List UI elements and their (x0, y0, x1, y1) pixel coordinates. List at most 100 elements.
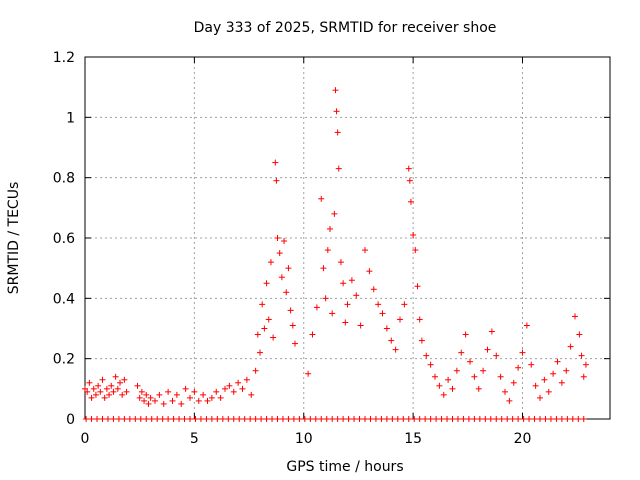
data-point (112, 373, 119, 380)
data-point (252, 367, 259, 374)
data-point (392, 346, 399, 353)
data-point (278, 274, 285, 281)
data-point (99, 376, 106, 383)
data-point (165, 388, 172, 395)
data-point (379, 310, 386, 317)
data-point (235, 379, 242, 386)
data-point (239, 385, 246, 392)
data-point (289, 322, 296, 329)
data-point-zero (537, 416, 543, 422)
data-point (484, 346, 491, 353)
data-point-zero (378, 416, 385, 422)
data-point-zero (362, 416, 368, 422)
data-point (285, 265, 292, 272)
data-point (388, 337, 395, 344)
data-point (406, 177, 413, 184)
data-point (191, 388, 198, 395)
data-point-zero (176, 416, 183, 422)
data-point (502, 388, 508, 395)
data-point (467, 358, 473, 365)
data-point-zero (504, 416, 511, 422)
data-point-zero (547, 416, 554, 422)
data-point (331, 210, 338, 217)
data-point-zero (389, 416, 396, 422)
data-point (541, 376, 548, 383)
data-point-zero (323, 416, 330, 422)
data-point (333, 108, 340, 115)
data-point-zero (531, 416, 538, 422)
data-point-zero (444, 416, 451, 422)
data-point (208, 394, 215, 401)
data-point-zero (367, 416, 374, 422)
data-point (145, 400, 152, 407)
data-point-zero (520, 416, 527, 422)
data-marks (82, 87, 589, 422)
data-point (281, 238, 288, 245)
data-point-zero (296, 416, 303, 422)
data-point (222, 385, 228, 392)
data-point (340, 280, 347, 287)
data-point (414, 283, 421, 290)
data-point (86, 379, 93, 386)
data-point (510, 379, 517, 386)
data-point-zero (351, 416, 358, 422)
data-point (375, 301, 382, 308)
data-point-zero (394, 416, 401, 422)
data-point-zero (427, 416, 434, 422)
data-point (532, 382, 539, 389)
data-point-zero (181, 416, 188, 422)
data-point-zero (345, 416, 352, 422)
data-point-zero (515, 416, 522, 422)
data-point-zero (115, 416, 122, 422)
data-point (309, 331, 316, 338)
data-point (545, 388, 552, 395)
data-point (329, 310, 336, 317)
data-point-zero (230, 416, 237, 422)
data-point (423, 352, 430, 359)
data-point-zero (422, 416, 429, 422)
data-point (480, 367, 487, 374)
data-point (523, 322, 530, 329)
data-point (334, 129, 341, 136)
y-tick-label: 0.8 (53, 171, 75, 187)
data-point-zero (110, 416, 117, 422)
data-point (114, 385, 121, 392)
data-point-zero (564, 416, 571, 422)
data-point (572, 313, 578, 320)
data-point-zero (482, 416, 489, 422)
data-point (276, 250, 283, 257)
data-point (152, 397, 158, 404)
data-point (90, 385, 97, 392)
data-point (337, 259, 344, 266)
y-tick-label: 0 (66, 412, 75, 428)
data-point (254, 331, 261, 338)
data-point (449, 385, 456, 392)
data-point-zero (498, 416, 505, 422)
data-point (475, 385, 482, 392)
data-point (178, 400, 185, 407)
data-point (136, 394, 143, 401)
data-point (273, 177, 280, 184)
data-point-zero (569, 416, 576, 422)
data-point (519, 349, 526, 356)
data-point (453, 367, 460, 374)
data-point (418, 337, 425, 344)
data-point-zero (192, 416, 199, 422)
data-point-zero (241, 416, 248, 422)
data-point-zero (94, 416, 101, 422)
data-point (230, 388, 237, 395)
data-point-zero (225, 416, 232, 422)
data-point (412, 247, 419, 254)
data-point-zero (236, 416, 243, 422)
data-point-zero (203, 416, 210, 422)
data-point (84, 388, 91, 395)
data-point (160, 400, 167, 407)
y-tick-label: 0.4 (53, 291, 75, 307)
data-point (265, 316, 272, 323)
data-point (213, 388, 220, 395)
data-point (366, 268, 373, 275)
data-point (143, 391, 150, 398)
data-point-zero (137, 416, 144, 422)
